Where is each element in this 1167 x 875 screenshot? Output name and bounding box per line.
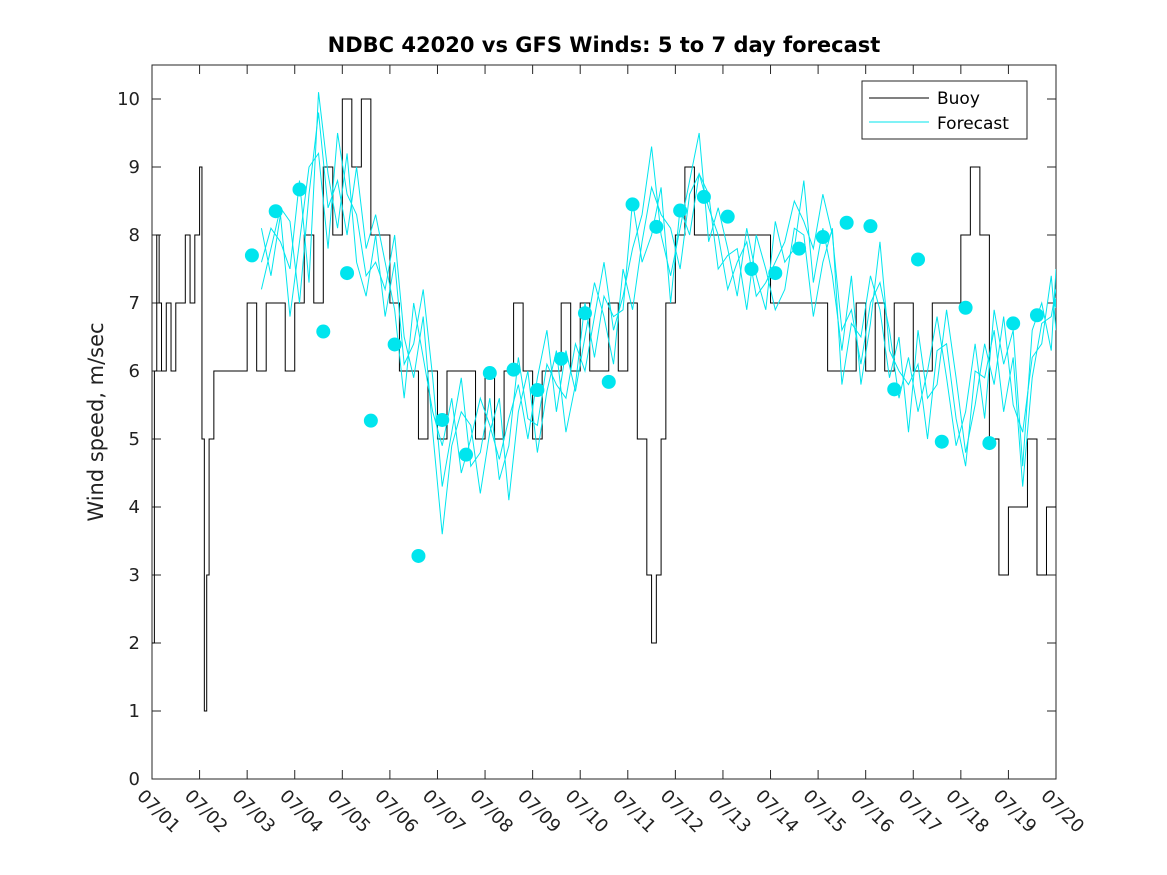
forecast-marker (958, 300, 973, 315)
forecast-marker (1053, 297, 1056, 309)
forecast-marker (435, 412, 450, 427)
forecast-marker (792, 241, 807, 256)
y-tick-label: 4 (129, 497, 140, 518)
forecast-marker (292, 182, 307, 197)
y-axis-label: Wind speed, m/sec (84, 322, 108, 521)
y-tick-label: 1 (129, 701, 140, 722)
forecast-marker (934, 434, 949, 449)
forecast-marker (363, 413, 378, 428)
forecast-marker (601, 374, 616, 389)
buoy-series-line (152, 98, 1056, 712)
y-tick-label: 0 (129, 769, 140, 790)
forecast-marker (696, 189, 711, 204)
chart-title: NDBC 42020 vs GFS Winds: 5 to 7 day fore… (328, 33, 881, 57)
forecast-marker (887, 382, 902, 397)
axes-box (151, 64, 1057, 780)
legend-label-buoy: Buoy (937, 89, 980, 109)
forecast-marker (244, 248, 259, 263)
forecast-marker (577, 306, 592, 321)
forecast-marker (839, 215, 854, 230)
series-layer (152, 92, 1056, 712)
y-tick-label: 2 (129, 633, 140, 654)
forecast-marker (1029, 308, 1044, 323)
forecast-marker (625, 197, 640, 212)
forecast-marker (459, 447, 474, 462)
forecast-marker (815, 230, 830, 245)
forecast-marker (530, 383, 545, 398)
y-tick-label: 10 (117, 89, 140, 110)
legend-box (861, 80, 1028, 140)
y-tick-label: 5 (129, 429, 140, 450)
y-tick-label: 3 (129, 565, 140, 586)
forecast-marker (387, 337, 402, 352)
forecast-marker (982, 436, 997, 451)
y-axis: 0 1 2 3 4 5 6 7 8 9 10 (117, 89, 1056, 790)
forecast-marker (768, 266, 783, 281)
forecast-marker (744, 262, 759, 276)
forecast-series-line (260, 112, 1056, 474)
forecast-marker (863, 219, 878, 234)
forecast-marker (268, 204, 283, 219)
plot-area: 07/0107/0207/0307/0407/0507/0607/0707/08… (117, 64, 1088, 837)
forecast-marker (911, 252, 926, 267)
forecast-series-line (260, 132, 1056, 535)
marker-layer (244, 182, 1056, 563)
legend: Buoy Forecast (861, 80, 1028, 140)
y-tick-label: 7 (129, 293, 140, 314)
forecast-marker (649, 219, 664, 234)
y-tick-label: 8 (129, 225, 140, 246)
forecast-marker (411, 548, 426, 563)
forecast-marker (1006, 316, 1021, 331)
y-tick-label: 6 (129, 361, 140, 382)
y-tick-label: 9 (129, 157, 140, 178)
forecast-series-line (260, 92, 1056, 487)
forecast-marker (340, 266, 355, 281)
legend-label-forecast: Forecast (937, 114, 1009, 134)
forecast-marker (482, 366, 497, 381)
forecast-marker (316, 324, 331, 339)
forecast-marker (720, 209, 735, 224)
forecast-marker (554, 351, 569, 366)
forecast-marker (506, 362, 521, 377)
forecast-marker (673, 203, 688, 218)
